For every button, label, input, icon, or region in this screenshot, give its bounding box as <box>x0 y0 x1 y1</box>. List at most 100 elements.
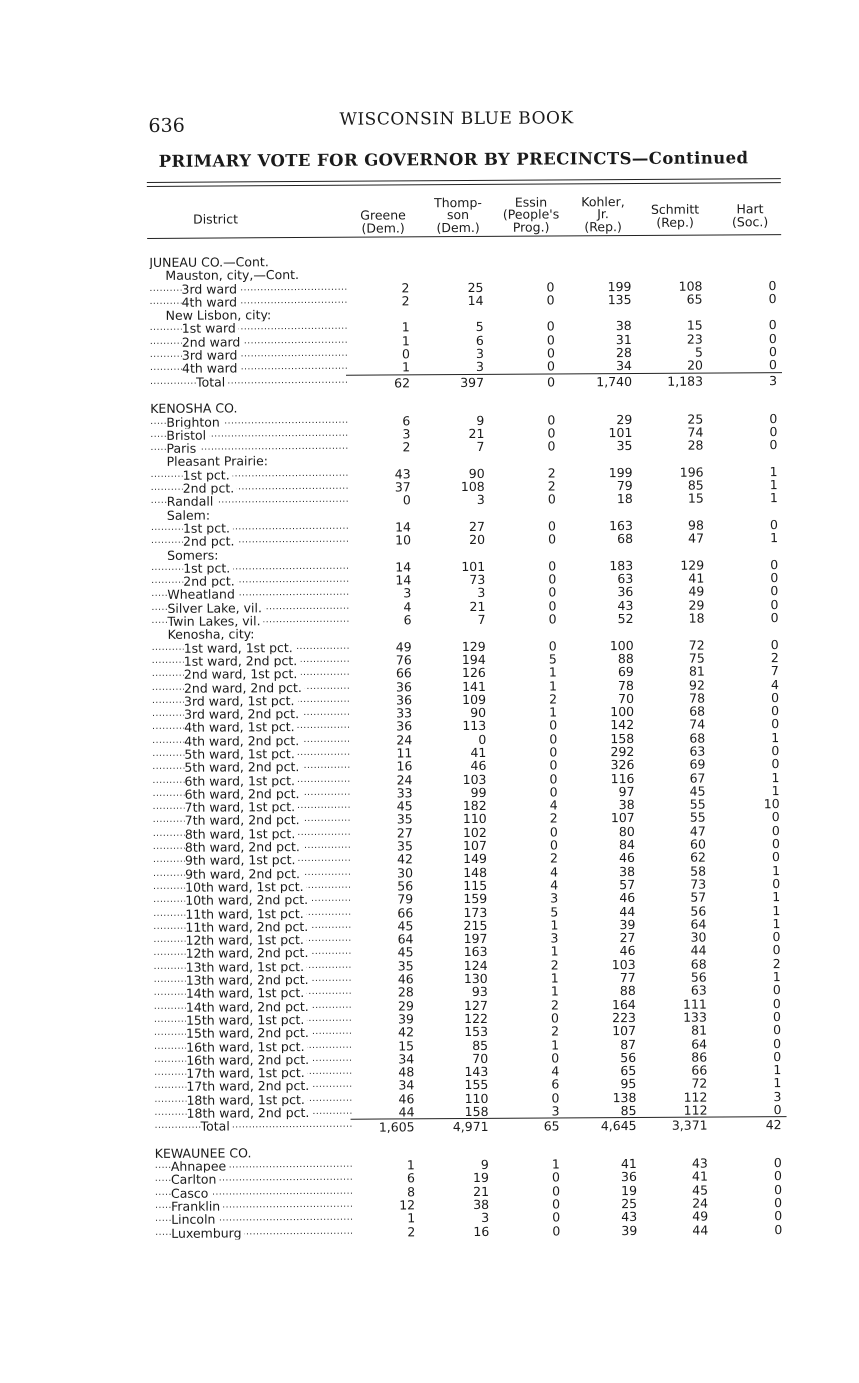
vote-hart: 1 <box>773 1062 782 1078</box>
vote-hart: 0 <box>772 942 781 958</box>
vote-hart: 0 <box>771 716 780 732</box>
vote-hart: 0 <box>768 330 777 346</box>
district-label: 12th ward, 2nd pct. <box>154 946 352 961</box>
vote-thompson: 149 <box>463 851 488 867</box>
vote-essin: 0 <box>549 744 558 760</box>
district-label: 1st ward <box>150 321 348 336</box>
district-name: 5th ward, 2nd pct. <box>184 760 303 775</box>
vote-schmitt: 63 <box>690 982 707 998</box>
vote-thompson: 16 <box>473 1223 490 1239</box>
district-name: 2nd pct. <box>182 480 238 496</box>
vote-schmitt: 74 <box>689 716 706 733</box>
district-label: Ahnapee <box>155 1158 353 1174</box>
vote-essin: 0 <box>548 611 557 627</box>
vote-hart: 0 <box>772 982 781 998</box>
vote-greene: 2 <box>402 439 411 455</box>
district-name: Bristol <box>166 427 210 443</box>
district-label: 9th ward, 1st pct. <box>153 853 351 868</box>
district-name: 4th ward <box>181 361 241 376</box>
district-name: Luxemburg <box>171 1225 245 1240</box>
vote-thompson: 108 <box>460 478 485 495</box>
vote-kohler: 34 <box>616 358 633 374</box>
vote-thompson: 20 <box>469 532 486 548</box>
district-label: 11th ward, 1st pct. <box>153 906 351 921</box>
district-name: Mauston, city,—Cont. <box>165 268 303 283</box>
vote-essin: 2 <box>547 465 556 481</box>
vote-kohler: 39 <box>621 1222 638 1238</box>
vote-greene: 2 <box>407 1224 416 1240</box>
vote-thompson: 163 <box>463 944 488 960</box>
district-name: Randall <box>166 494 217 509</box>
vote-thompson: 93 <box>471 984 488 1000</box>
district-name: 3rd ward <box>181 281 241 296</box>
vote-greene: 28 <box>397 984 414 1000</box>
vote-hart: 0 <box>771 849 781 865</box>
district-label: 4th ward, 1st pct. <box>152 720 350 735</box>
vote-greene: 2 <box>401 293 410 309</box>
district-name: Somers: <box>167 547 222 562</box>
district-label: 18th ward, 1st pct. <box>154 1092 352 1107</box>
column-header-essin: Essin (People's Prog.) <box>502 194 560 235</box>
district-label: Franklin <box>155 1198 353 1214</box>
vote-thompson: 46 <box>470 758 487 774</box>
district-label: 2nd ward, 1st pct. <box>152 666 350 682</box>
vote-essin: 0 <box>550 1010 559 1026</box>
district-label: Silver Lake, vil. <box>151 600 349 615</box>
district-name: 18th ward, 2nd pct. <box>186 1105 313 1121</box>
vote-thompson: 73 <box>469 572 486 588</box>
total-row: Total 62 397 0 1,740 1,183 3 <box>150 372 782 390</box>
vote-essin: 4 <box>549 797 558 813</box>
district-label: Luxemburg <box>155 1225 353 1240</box>
vote-schmitt: 69 <box>689 756 706 772</box>
district-label: 2nd ward, 2nd pct. <box>152 680 350 695</box>
vote-thompson: 7 <box>477 611 486 627</box>
vote-hart: 0 <box>773 1102 782 1118</box>
district-label: 17th ward, 2nd pct. <box>154 1079 352 1094</box>
district-name: Paris <box>166 440 200 456</box>
vote-essin: 4 <box>550 877 559 893</box>
vote-essin: 0 <box>548 571 557 587</box>
district-name: 1st ward, 2nd pct. <box>183 653 301 669</box>
district-name: Casco <box>170 1185 212 1201</box>
district-label: Randall <box>151 494 349 509</box>
vote-essin: 6 <box>551 1076 560 1092</box>
vote-essin: 0 <box>549 731 558 747</box>
district-label: 5th ward, 2nd pct. <box>152 760 350 775</box>
vote-schmitt: 28 <box>687 437 704 453</box>
vote-schmitt: 81 <box>691 1022 708 1038</box>
district-name: New Lisbon, city: <box>165 307 275 323</box>
vote-essin: 2 <box>550 997 559 1013</box>
district-label: JUNEAU CO.—Cont. <box>149 254 347 270</box>
vote-essin: 0 <box>547 518 556 534</box>
district-label: Mauston, city,—Cont. <box>149 268 347 283</box>
vote-essin: 0 <box>548 598 557 614</box>
vote-kohler: 142 <box>610 717 635 733</box>
district-name: 3rd ward, 1st pct. <box>183 693 298 709</box>
district-label: Carlton <box>155 1172 353 1187</box>
district-label: 18th ward, 2nd pct. <box>154 1105 352 1121</box>
vote-essin: 3 <box>550 890 559 906</box>
vote-hart: 0 <box>773 1048 782 1064</box>
vote-essin: 0 <box>551 1090 560 1106</box>
vote-kohler: 36 <box>617 584 634 600</box>
vote-hart: 4 <box>770 676 779 692</box>
vote-thompson: 113 <box>462 718 487 734</box>
vote-schmitt: 81 <box>688 663 705 679</box>
vote-schmitt: 62 <box>690 849 707 866</box>
vote-hart: 1 <box>772 862 781 878</box>
vote-hart: 0 <box>773 1168 782 1184</box>
district-label: 3rd ward, 1st pct. <box>152 693 350 709</box>
district-label: 13th ward, 2nd pct. <box>154 972 352 988</box>
vote-greene: 4 <box>403 599 412 615</box>
vote-hart: 0 <box>770 596 779 612</box>
vote-greene: 2 <box>401 279 410 296</box>
vote-schmitt: 65 <box>686 291 703 307</box>
vote-essin: 4 <box>551 1063 560 1079</box>
district-name: Silver Lake, vil. <box>167 600 265 615</box>
district-label: 16th ward, 2nd pct. <box>154 1052 352 1068</box>
district-name: 8th ward, 1st pct. <box>184 826 299 842</box>
vote-hart: 3 <box>773 1088 782 1104</box>
vote-hart: 0 <box>771 822 780 838</box>
district-name: 10th ward, 2nd pct. <box>185 892 312 908</box>
vote-essin: 0 <box>546 292 555 308</box>
